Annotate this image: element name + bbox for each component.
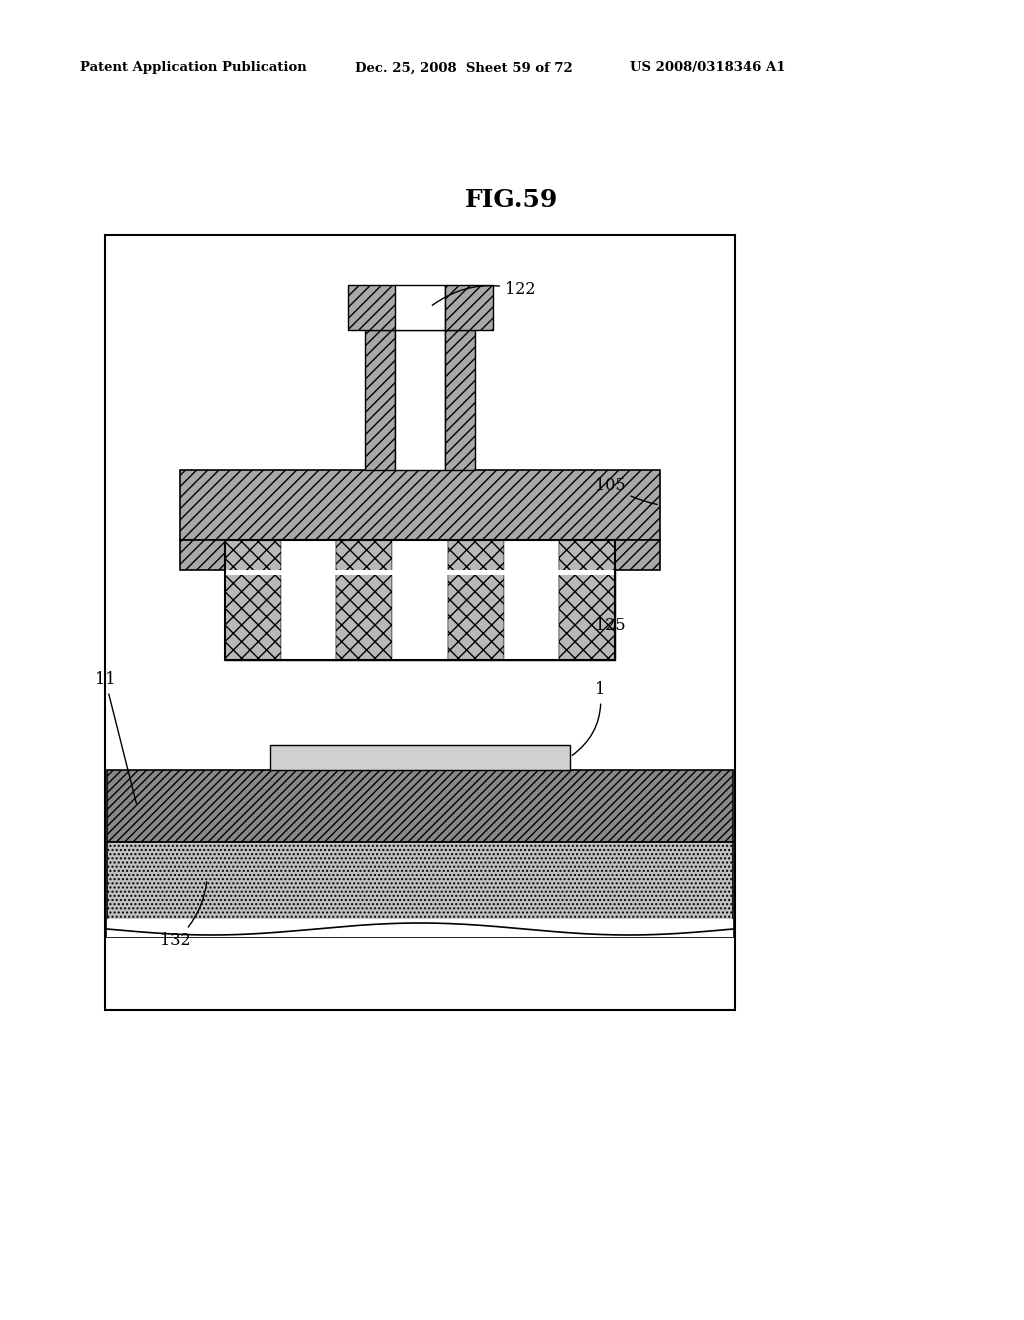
Bar <box>225 570 615 576</box>
Bar <box>180 470 660 540</box>
Bar <box>105 235 735 1010</box>
Bar <box>365 330 395 470</box>
Text: Patent Application Publication: Patent Application Publication <box>80 62 307 74</box>
Text: 132: 132 <box>160 882 207 949</box>
Bar <box>447 540 504 660</box>
Bar <box>180 540 234 570</box>
Bar <box>445 285 493 330</box>
Bar <box>106 919 733 937</box>
Text: 11: 11 <box>95 672 136 804</box>
Text: 105: 105 <box>595 477 657 504</box>
Text: 1: 1 <box>572 681 605 755</box>
Bar <box>106 842 733 937</box>
Bar <box>445 330 475 470</box>
Text: 125: 125 <box>595 610 626 634</box>
Bar <box>559 540 615 660</box>
Bar <box>225 540 281 660</box>
Bar <box>281 540 337 660</box>
Bar <box>348 285 395 330</box>
Bar <box>225 540 615 660</box>
Bar <box>225 540 615 660</box>
Bar <box>392 540 447 660</box>
Bar <box>337 540 392 660</box>
Bar <box>605 540 660 570</box>
Text: FIG.59: FIG.59 <box>465 187 559 213</box>
Text: Dec. 25, 2008  Sheet 59 of 72: Dec. 25, 2008 Sheet 59 of 72 <box>355 62 572 74</box>
Bar <box>395 285 445 330</box>
Text: 122: 122 <box>432 281 536 305</box>
Bar <box>504 540 559 660</box>
Text: US 2008/0318346 A1: US 2008/0318346 A1 <box>630 62 785 74</box>
Bar <box>395 330 445 470</box>
Bar <box>106 770 733 842</box>
Bar <box>270 744 570 770</box>
